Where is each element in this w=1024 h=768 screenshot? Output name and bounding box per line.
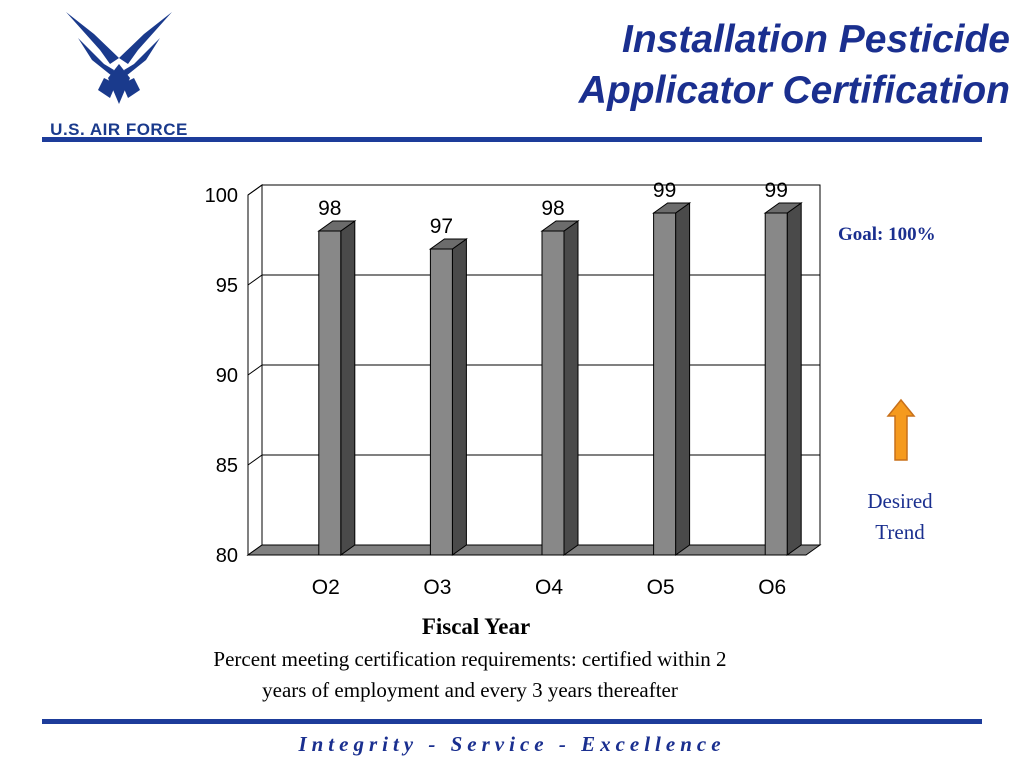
x-tick-label: O4 <box>535 576 563 599</box>
bar-side <box>786 202 802 556</box>
footer-divider <box>42 719 982 724</box>
gridline-side <box>247 364 263 376</box>
header-divider <box>42 137 982 142</box>
data-label: 97 <box>430 215 453 238</box>
bar-side <box>563 220 579 556</box>
page-title-line-2: Applicator Certification <box>578 69 1010 112</box>
y-tick-label: 100 <box>205 185 238 207</box>
chart-caption: Percent meeting certification requiremen… <box>140 644 800 706</box>
up-arrow-icon <box>886 398 916 461</box>
air-force-logo: U.S. AIR FORCE <box>38 8 200 139</box>
bar-side <box>675 202 691 556</box>
bar-side <box>451 238 467 556</box>
gridline-side <box>247 454 263 466</box>
goal-label: Goal: 100% <box>838 224 936 245</box>
bar-chart: 80 85 90 95 100 98 O2 97 O3 98 O4 99 O5 99 O6 <box>205 179 822 599</box>
y-tick-label: 80 <box>216 545 238 567</box>
y-tick-label: 95 <box>216 275 238 297</box>
desired-trend-line-1: Desired <box>867 489 933 513</box>
bar-side <box>340 220 356 556</box>
chart-caption-line-1: Percent meeting certification requiremen… <box>213 647 727 671</box>
x-tick-label: O6 <box>758 576 786 599</box>
air-force-wings-icon <box>66 12 172 104</box>
bar <box>318 230 342 556</box>
bar <box>541 230 565 556</box>
bar <box>653 212 677 556</box>
page-title: Installation Pesticide Applicator Certif… <box>579 14 1010 116</box>
bar <box>429 248 453 556</box>
desired-trend-line-2: Trend <box>875 520 925 544</box>
x-axis-title: Fiscal Year <box>421 614 531 639</box>
motto-footer: Integrity - Service - Excellence <box>298 732 726 756</box>
chart-caption-line-2: years of employment and every 3 years th… <box>262 678 678 702</box>
data-label: 98 <box>318 197 341 220</box>
y-tick-label: 85 <box>216 455 238 477</box>
data-label: 98 <box>541 197 564 220</box>
y-tick-label: 90 <box>216 365 238 387</box>
gridline-side <box>247 184 263 196</box>
x-tick-label: O2 <box>312 576 340 599</box>
desired-trend-label: Desired Trend <box>850 486 950 548</box>
x-tick-label: O5 <box>647 576 675 599</box>
x-tick-label: O3 <box>423 576 451 599</box>
bar <box>764 212 788 556</box>
data-label: 99 <box>765 179 788 202</box>
page-title-line-1: Installation Pesticide <box>622 18 1010 61</box>
gridline-side <box>247 274 263 286</box>
air-force-logo-text: U.S. AIR FORCE <box>50 120 188 139</box>
data-label: 99 <box>653 179 676 202</box>
